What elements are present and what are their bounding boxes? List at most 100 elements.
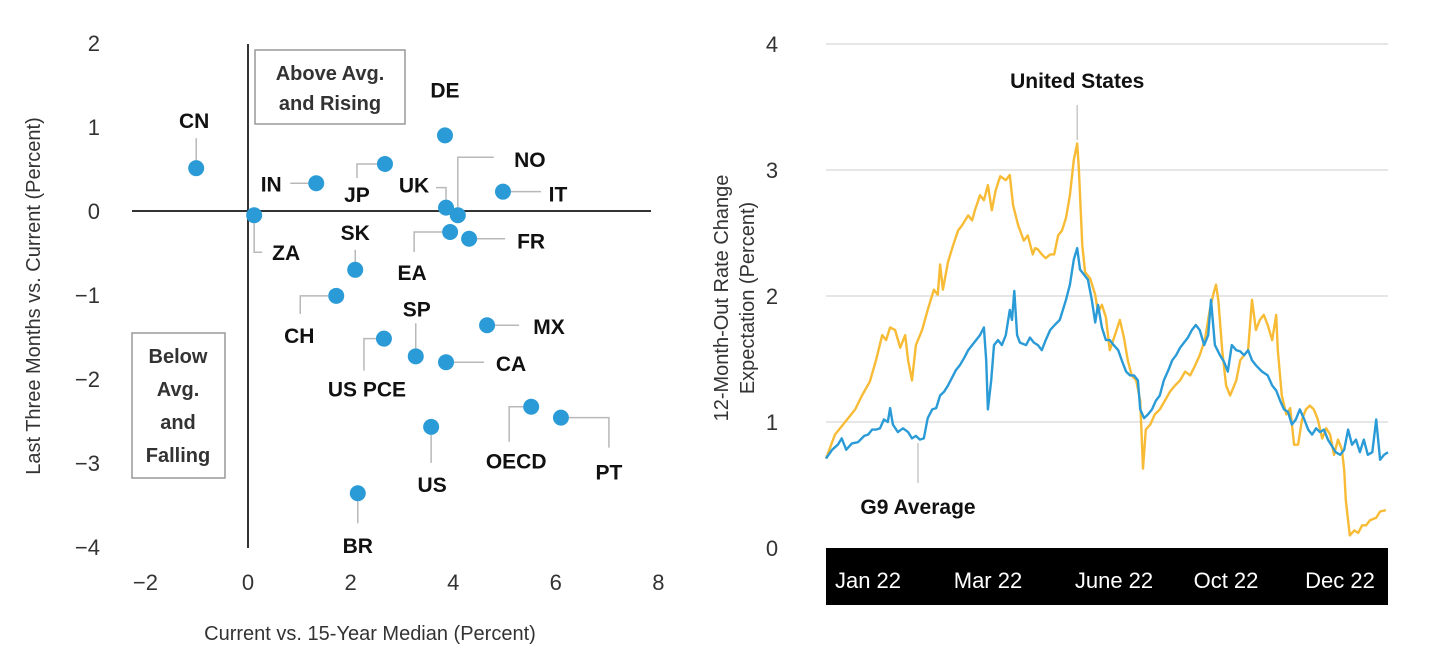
- scatter-point: [308, 175, 325, 192]
- point-label: CA: [496, 353, 526, 376]
- scatter-point: [436, 127, 453, 144]
- y-tick-label: 3: [766, 158, 778, 183]
- scatter-point: [349, 485, 366, 502]
- point-label: IT: [549, 184, 568, 207]
- scatter-point: [461, 230, 478, 247]
- series-annotation-united-states: United States: [1010, 70, 1144, 93]
- scatter-points: [188, 127, 569, 502]
- date-tick-label: Dec 22: [1305, 568, 1375, 593]
- x-tick-label: 8: [652, 570, 664, 595]
- quadrant-label-line: and: [160, 412, 196, 434]
- scatter-point: [376, 155, 393, 172]
- point-label: PT: [596, 462, 623, 485]
- date-tick-label: Oct 22: [1194, 568, 1259, 593]
- quadrant-label-line: Avg.: [157, 379, 200, 401]
- point-label: EA: [398, 262, 427, 285]
- point-label: SP: [403, 298, 431, 321]
- x-tick-label: 4: [447, 570, 459, 595]
- quadrant-below-avg-falling: Below Avg. and Falling: [131, 332, 226, 479]
- x-tick-label: 6: [550, 570, 562, 595]
- series-annotations: United States G9 Average: [860, 70, 1144, 519]
- quadrant-label-line: Below: [149, 346, 208, 368]
- quadrant-label-line: Above Avg.: [276, 63, 385, 85]
- point-label: BR: [343, 535, 373, 558]
- y-tick-label: −2: [75, 367, 100, 392]
- leader-line: [568, 416, 610, 448]
- y-tick-label: −3: [75, 451, 100, 476]
- scatter-point: [523, 398, 540, 415]
- point-label: NO: [514, 149, 546, 172]
- y-tick-label: 1: [88, 115, 100, 140]
- leader-line: [253, 223, 263, 253]
- scatter-point: [449, 207, 466, 224]
- scatter-point: [375, 330, 392, 347]
- point-label: DE: [430, 79, 459, 102]
- scatter-point: [438, 354, 455, 371]
- y-tick-label: −4: [75, 535, 100, 560]
- date-axis-band: [826, 548, 1388, 605]
- leader-line: [436, 186, 447, 200]
- point-leader-lines: [195, 138, 610, 524]
- leader-line: [299, 295, 329, 314]
- series-line-g9-average: [825, 246, 1389, 461]
- point-label: CH: [284, 325, 314, 348]
- scatter-point: [188, 160, 205, 177]
- series-annotation-g9-average: G9 Average: [860, 496, 975, 519]
- quadrant-label-line: Falling: [146, 445, 210, 467]
- scatter-chart: −2 0 2 4 6 8 2 1 0 −1 −2 −3 −4 Above Avg. and Rising B…: [23, 31, 665, 645]
- point-label: FR: [517, 231, 545, 254]
- leader-line: [457, 156, 494, 208]
- line-y-tick-labels: 0 1 2 3 4: [766, 32, 778, 561]
- scatter-point: [347, 261, 364, 278]
- scatter-point: [552, 409, 569, 426]
- date-tick-label: Jan 22: [835, 568, 901, 593]
- point-label: UK: [399, 175, 429, 198]
- x-tick-label: −2: [133, 570, 158, 595]
- y-tick-label: 0: [766, 536, 778, 561]
- scatter-tick-labels: −2 0 2 4 6 8 2 1 0 −1 −2 −3 −4: [75, 31, 665, 595]
- scatter-point: [407, 348, 424, 365]
- point-label: IN: [261, 173, 282, 196]
- y-tick-label: 2: [766, 284, 778, 309]
- x-tick-label: 0: [242, 570, 254, 595]
- scatter-point: [479, 317, 496, 334]
- y-tick-label: −1: [75, 283, 100, 308]
- quadrant-box: [254, 49, 406, 125]
- point-label: OECD: [486, 451, 547, 474]
- point-label: SK: [341, 222, 370, 245]
- scatter-point: [438, 199, 455, 216]
- quadrant-above-avg-rising: Above Avg. and Rising: [254, 49, 406, 125]
- quadrant-box: [131, 332, 226, 479]
- x-tick-label: 2: [344, 570, 356, 595]
- leader-line: [363, 337, 376, 371]
- y-tick-label: 0: [88, 199, 100, 224]
- scatter-point: [442, 224, 459, 240]
- scatter-point: [423, 418, 440, 435]
- leader-line: [508, 405, 524, 442]
- point-label: US PCE: [328, 379, 406, 402]
- scatter-y-axis-title: Last Three Months vs. Current (Percent): [23, 117, 45, 475]
- y-tick-label: 2: [88, 31, 100, 56]
- series-line-united-states: [824, 142, 1387, 537]
- scatter-point: [328, 287, 345, 304]
- point-label: MX: [533, 316, 565, 339]
- date-tick-labels: Jan 22 Mar 22 June 22 Oct 22 Dec 22: [835, 568, 1375, 593]
- date-tick-label: Mar 22: [954, 568, 1022, 593]
- line-series: [824, 142, 1389, 537]
- line-y-axis-title: 12-Month-Out Rate Change Expectation (Per…: [711, 175, 759, 422]
- quadrant-label-line: and Rising: [279, 93, 381, 115]
- point-label: JP: [344, 184, 370, 207]
- scatter-point: [246, 207, 263, 224]
- series-annotation-leaders: [917, 105, 1078, 483]
- point-label: CN: [179, 110, 209, 133]
- point-label: ZA: [272, 242, 300, 265]
- y-axis-title-line: 12-Month-Out Rate Change: [711, 175, 733, 422]
- quadrant-annotations: Above Avg. and Rising Below Avg. and Falling: [131, 49, 406, 479]
- leader-line: [413, 231, 443, 252]
- leader-line: [356, 163, 377, 178]
- y-tick-label: 4: [766, 32, 778, 57]
- scatter-x-axis-title: Current vs. 15-Year Median (Percent): [204, 623, 536, 645]
- date-tick-label: June 22: [1075, 568, 1153, 593]
- scatter-point: [494, 183, 511, 200]
